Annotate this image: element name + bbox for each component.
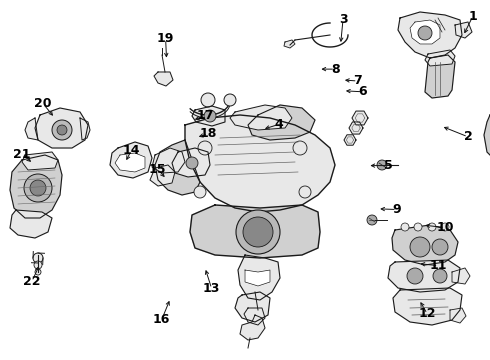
Text: 12: 12: [418, 307, 436, 320]
Circle shape: [201, 93, 215, 107]
Polygon shape: [450, 308, 466, 323]
Text: 5: 5: [384, 159, 392, 172]
Text: 7: 7: [353, 75, 362, 87]
Polygon shape: [185, 115, 335, 212]
Polygon shape: [352, 111, 368, 125]
Polygon shape: [25, 118, 38, 140]
Circle shape: [186, 157, 198, 169]
Circle shape: [30, 180, 46, 196]
Text: 21: 21: [13, 148, 31, 161]
Circle shape: [414, 223, 422, 231]
Polygon shape: [240, 315, 265, 340]
Polygon shape: [150, 165, 175, 186]
Circle shape: [57, 125, 67, 135]
Text: 13: 13: [203, 282, 220, 295]
Circle shape: [401, 223, 409, 231]
Polygon shape: [344, 135, 356, 145]
Polygon shape: [284, 40, 295, 48]
Text: 11: 11: [430, 259, 447, 272]
Circle shape: [198, 141, 212, 155]
Circle shape: [407, 268, 423, 284]
Polygon shape: [80, 118, 90, 140]
Text: 18: 18: [199, 127, 217, 140]
Polygon shape: [398, 12, 462, 58]
Circle shape: [52, 120, 72, 140]
Circle shape: [441, 223, 449, 231]
Polygon shape: [388, 260, 460, 292]
Circle shape: [418, 26, 432, 40]
Polygon shape: [110, 142, 152, 178]
Polygon shape: [349, 122, 363, 134]
Polygon shape: [115, 153, 145, 172]
Text: 8: 8: [331, 63, 340, 76]
Polygon shape: [248, 105, 315, 140]
Circle shape: [236, 210, 280, 254]
Circle shape: [224, 94, 236, 106]
Circle shape: [194, 186, 206, 198]
Polygon shape: [154, 72, 173, 86]
Text: 3: 3: [339, 13, 347, 26]
Circle shape: [24, 174, 52, 202]
Polygon shape: [22, 152, 58, 170]
Polygon shape: [192, 106, 225, 126]
Circle shape: [35, 269, 41, 275]
Text: 14: 14: [122, 144, 140, 157]
Text: 19: 19: [157, 32, 174, 45]
Polygon shape: [244, 308, 265, 325]
Text: 22: 22: [23, 275, 41, 288]
Text: 17: 17: [196, 109, 214, 122]
Polygon shape: [425, 55, 455, 98]
Polygon shape: [245, 270, 270, 286]
Circle shape: [34, 261, 42, 269]
Circle shape: [243, 217, 273, 247]
Polygon shape: [392, 225, 458, 265]
Circle shape: [299, 186, 311, 198]
Polygon shape: [393, 288, 462, 325]
Polygon shape: [10, 155, 62, 218]
Circle shape: [204, 110, 216, 122]
Polygon shape: [425, 50, 455, 66]
Polygon shape: [455, 22, 472, 38]
Text: 15: 15: [149, 163, 167, 176]
Polygon shape: [235, 292, 270, 322]
Polygon shape: [172, 148, 210, 177]
Polygon shape: [452, 268, 470, 284]
Polygon shape: [155, 140, 200, 195]
Text: 2: 2: [464, 130, 472, 143]
Text: 9: 9: [392, 203, 401, 216]
Circle shape: [410, 237, 430, 257]
Circle shape: [293, 141, 307, 155]
Text: 4: 4: [275, 118, 284, 131]
Circle shape: [377, 160, 387, 170]
Circle shape: [367, 215, 377, 225]
Text: 6: 6: [358, 85, 367, 98]
Text: 16: 16: [153, 313, 171, 326]
Circle shape: [428, 223, 436, 231]
Polygon shape: [152, 148, 185, 173]
Polygon shape: [238, 255, 280, 300]
Polygon shape: [10, 210, 52, 238]
Circle shape: [432, 239, 448, 255]
Polygon shape: [35, 108, 88, 148]
Polygon shape: [230, 105, 292, 130]
Polygon shape: [484, 108, 490, 168]
Text: 20: 20: [34, 97, 52, 110]
Text: 10: 10: [436, 221, 454, 234]
Text: 1: 1: [468, 10, 477, 23]
Circle shape: [33, 253, 43, 263]
Circle shape: [433, 269, 447, 283]
Polygon shape: [410, 20, 440, 44]
Polygon shape: [190, 205, 320, 258]
